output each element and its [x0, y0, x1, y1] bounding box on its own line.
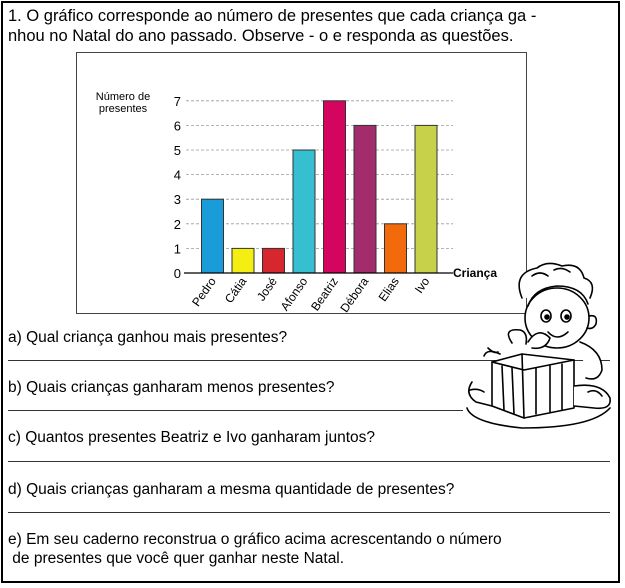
bar-cátia — [231, 247, 255, 274]
question-e-line-2: de presentes que você quer ganhar neste … — [8, 550, 345, 567]
question-c: c) Quantos presentes Beatriz e Ivo ganha… — [8, 429, 376, 446]
question-b: b) Quais crianças ganharam menos present… — [8, 379, 335, 396]
bar-afonso — [292, 149, 316, 274]
x-tick-label: Elias — [376, 275, 402, 304]
bar-ivo — [414, 124, 438, 274]
x-tick-label: Cátia — [222, 274, 250, 305]
question-e-line-1: e) Em seu caderno reconstrua o gráfico a… — [8, 531, 502, 548]
x-tick-label: José — [254, 274, 280, 303]
answer-line-c[interactable] — [8, 461, 610, 462]
intro-text: 1. O gráfico corresponde ao número de pr… — [8, 6, 608, 46]
chart-gridlines — [186, 100, 453, 249]
x-tick-label: Afonso — [278, 274, 311, 313]
x-tick-label: Ivo — [412, 274, 433, 295]
answer-line-b[interactable] — [8, 410, 463, 411]
bar-josé — [262, 247, 285, 274]
y-tick-label: 5 — [174, 143, 181, 158]
y-tick-label: 2 — [174, 217, 181, 232]
x-tick-label: Pedro — [189, 274, 219, 309]
y-axis-label-line-2: presentes — [99, 103, 148, 115]
y-tick-label: 0 — [174, 266, 181, 281]
question-d: d) Quais crianças ganharam a mesma quant… — [8, 481, 455, 498]
y-tick-label: 6 — [174, 118, 181, 133]
x-tick-label: Débora — [337, 274, 371, 313]
question-a: a) Qual criança ganhou mais presentes? — [8, 329, 288, 346]
y-tick-label: 4 — [174, 168, 181, 183]
x-axis-label: Criança — [453, 266, 497, 280]
y-tick-label: 7 — [174, 94, 181, 109]
bar-beatriz — [323, 100, 346, 274]
chart-bars — [201, 100, 438, 274]
question-e: e) Em seu caderno reconstrua o gráfico a… — [8, 530, 502, 568]
answer-line-a[interactable] — [8, 360, 610, 361]
y-tick-label: 3 — [174, 192, 181, 207]
chart-container: 0 1 2 3 4 5 6 7 Pedro Cátia José Afonso Beatriz Débo… — [76, 52, 527, 315]
x-tick-label: Beatriz — [308, 275, 341, 313]
y-tick-label: 1 — [174, 241, 181, 256]
chart-y-ticks: 0 1 2 3 4 5 6 7 — [174, 94, 181, 281]
bar-chart: 0 1 2 3 4 5 6 7 Pedro Cátia JoséAfonsoBeatrizDébo… — [96, 91, 498, 315]
bar-pedro — [201, 198, 224, 274]
intro-line-1: 1. O gráfico corresponde ao número de pr… — [8, 7, 537, 25]
intro-line-2: nhou no Natal do ano passado. Observe - … — [8, 27, 514, 45]
answer-line-d[interactable] — [8, 512, 610, 513]
boy-with-gift-icon — [462, 258, 617, 443]
bar-débora — [353, 124, 377, 274]
bar-elias — [384, 223, 407, 274]
y-axis-label-line-1: Número de — [96, 91, 150, 103]
